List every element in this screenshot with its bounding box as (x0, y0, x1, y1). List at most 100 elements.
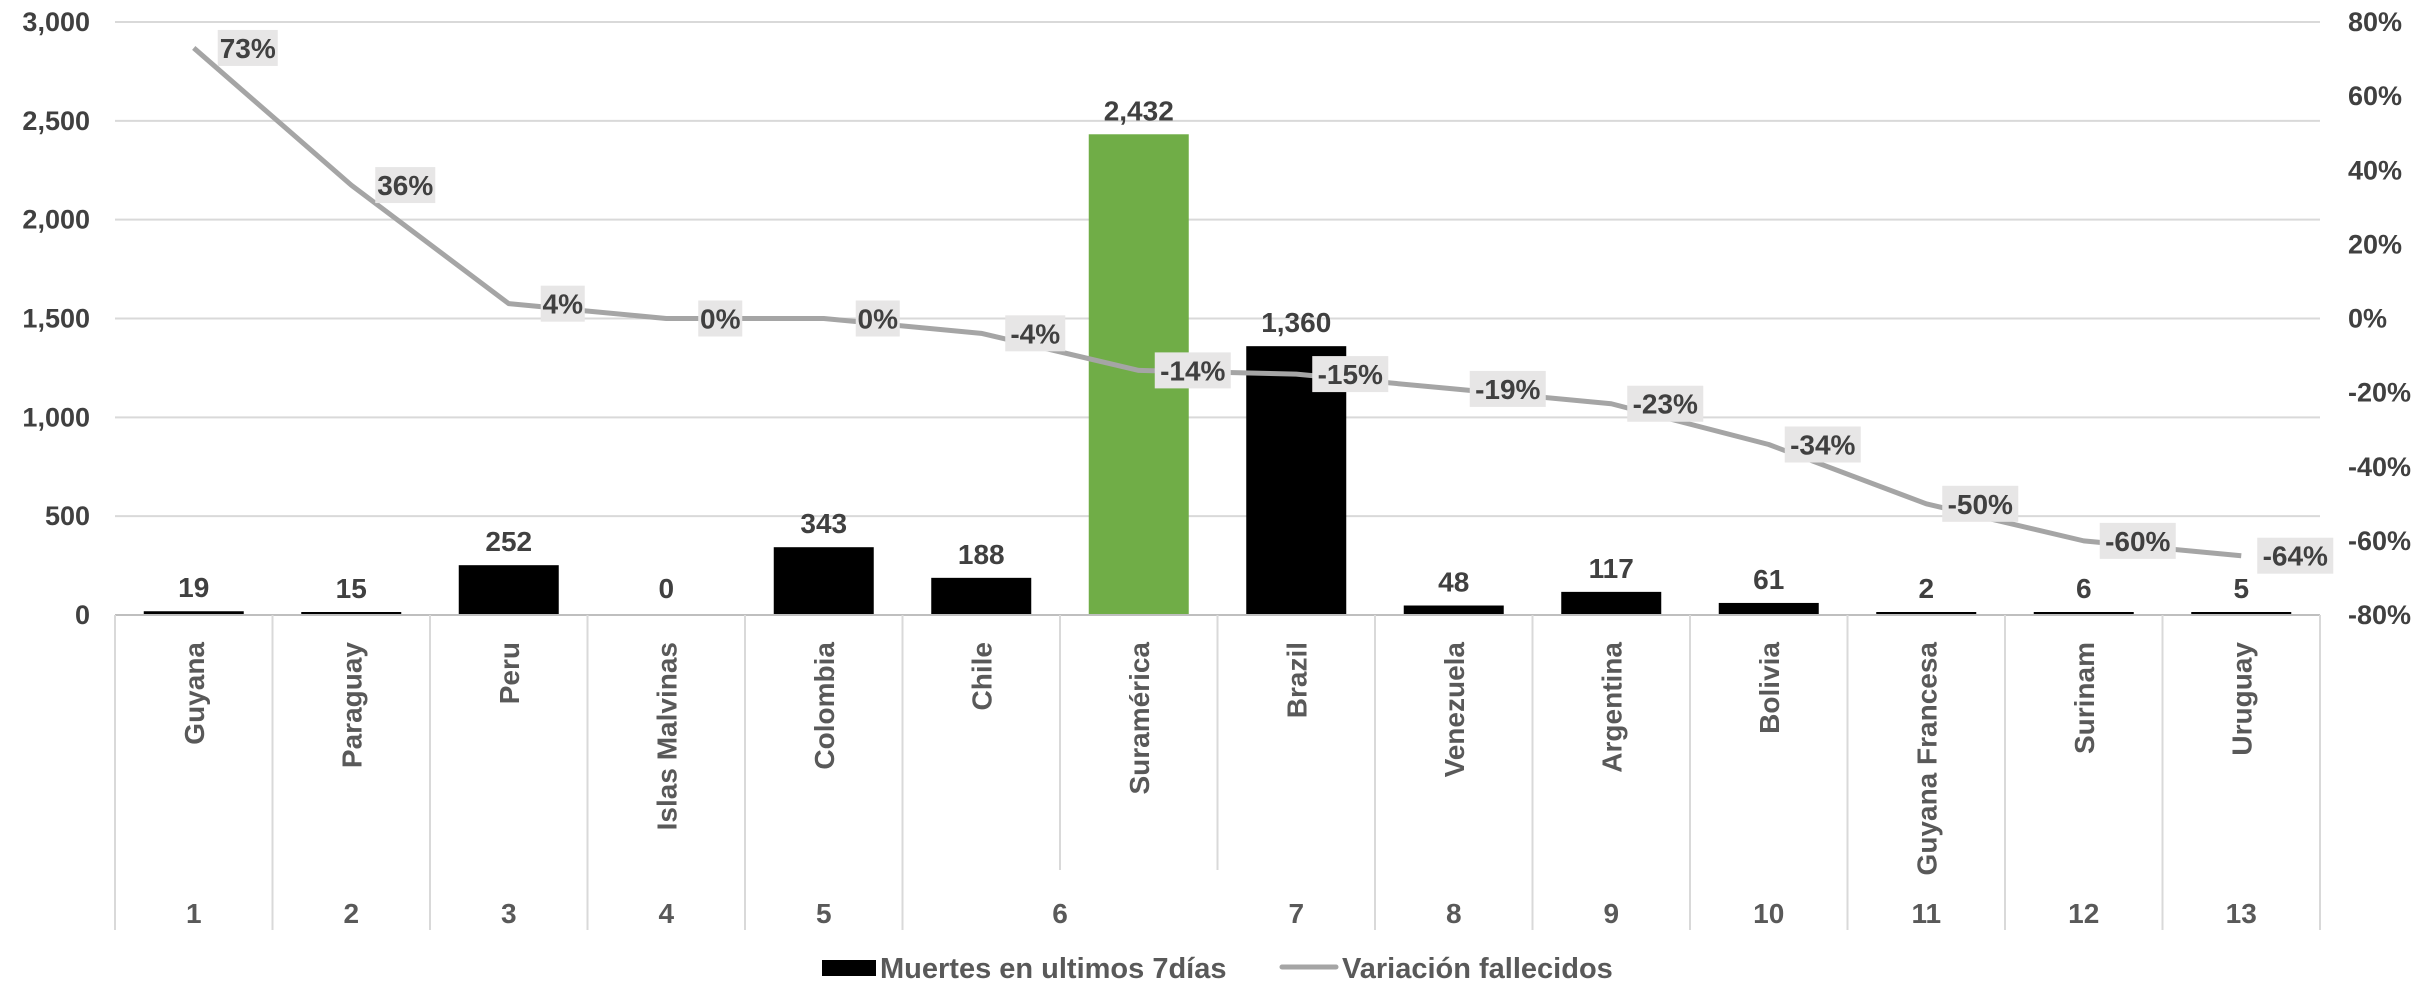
right-tick-label: 20% (2348, 229, 2402, 259)
category-label: Brazil (1281, 642, 1312, 718)
bar (1876, 612, 1977, 615)
right-tick-label: -20% (2348, 378, 2411, 408)
bar-value-label: 0 (658, 573, 674, 604)
bar (931, 577, 1032, 615)
bar-data-labels: 19 15 252 0 343 188 2,432 1,360 48 117 61 2 6 5 (178, 95, 2249, 604)
category-label: Argentina (1596, 642, 1627, 773)
bar-value-label: 48 (1438, 567, 1469, 598)
rank-label: 4 (658, 898, 674, 929)
line-label-box (1312, 356, 1389, 393)
rank-label: 9 (1603, 898, 1619, 929)
line-label-box (217, 29, 278, 66)
line-label-box (375, 167, 436, 204)
line-value-label: -50% (1948, 489, 2013, 520)
line-label-box (1154, 352, 1231, 389)
left-tick-label: 500 (45, 501, 90, 531)
line-value-label: -4% (1010, 318, 1060, 349)
line-value-label: -15% (1318, 359, 1383, 390)
line-value-label: 73% (220, 33, 276, 64)
rank-label: 1 (186, 898, 202, 929)
right-tick-label: 0% (2348, 304, 2387, 334)
bar-value-label: 188 (958, 539, 1005, 570)
right-tick-label: 60% (2348, 81, 2402, 111)
line-label-box (1469, 370, 1546, 407)
right-tick-label: -80% (2348, 600, 2411, 630)
bar-value-label: 1,360 (1261, 307, 1331, 338)
line-label-box (1942, 485, 2019, 522)
bar-value-label: 2 (1918, 573, 1934, 604)
line-label-box (540, 285, 585, 322)
right-tick-label: 80% (2348, 7, 2402, 37)
left-tick-label: 3,000 (22, 7, 90, 37)
line-value-label: -23% (1633, 389, 1698, 420)
line-label-box (855, 300, 900, 337)
right-tick-label: -40% (2348, 452, 2411, 482)
category-label: Paraguay (336, 642, 367, 768)
legend-swatch-bars (822, 960, 876, 976)
bar-value-label: 6 (2076, 573, 2092, 604)
left-tick-label: 1,500 (22, 304, 90, 334)
category-label: Peru (494, 642, 525, 704)
category-label: Suramérica (1124, 642, 1155, 795)
rank-label: 12 (2068, 898, 2099, 929)
left-tick-label: 1,000 (22, 402, 90, 432)
rank-label: 3 (501, 898, 517, 929)
bar-value-label: 19 (178, 572, 209, 603)
line-value-label: 36% (377, 170, 433, 201)
line-value-label: -64% (2263, 541, 2328, 572)
rank-label: 7 (1288, 898, 1304, 929)
category-label: Islas Malvinas (651, 642, 682, 830)
bar-value-label: 343 (800, 508, 847, 539)
line-value-label: -14% (1160, 355, 1225, 386)
left-tick-label: 2,000 (22, 205, 90, 235)
bar-value-label: 5 (2233, 573, 2249, 604)
rank-label: 5 (816, 898, 832, 929)
category-label: Venezuela (1439, 642, 1470, 778)
category-label: Uruguay (2226, 642, 2257, 756)
category-label: Guyana (179, 642, 210, 745)
bar (1403, 605, 1504, 615)
bar-value-label: 15 (336, 573, 367, 604)
category-label: Guyana Francesa (1911, 642, 1942, 876)
rank-label: 2 (343, 898, 359, 929)
rank-label: 6 (1052, 898, 1068, 929)
line-value-label: -34% (1790, 430, 1855, 461)
bar (458, 565, 559, 615)
line-value-label: -19% (1475, 374, 1540, 405)
category-label: Colombia (809, 642, 840, 770)
line-value-label: 0% (858, 304, 899, 335)
bar-value-label: 61 (1753, 564, 1784, 595)
line-value-label: 0% (700, 304, 741, 335)
line-label-box (1005, 315, 1066, 352)
legend-label-bars: Muertes en ultimos 7días (880, 953, 1227, 981)
line-value-label: 4% (543, 289, 584, 320)
bar (301, 612, 402, 615)
bar (143, 611, 244, 615)
line-label-box (698, 300, 743, 337)
legend-label-line: Variación fallecidos (1342, 953, 1613, 981)
category-label: Chile (966, 642, 997, 710)
bar (1718, 602, 1819, 615)
variation-line (192, 46, 2242, 559)
rank-label: 8 (1446, 898, 1462, 929)
line-data-labels: 73% 36% 4% 0% 0% -4% -14% -15% -19% -23% -34% -50% -… (217, 29, 2334, 574)
line-label-box (1627, 385, 1704, 422)
right-tick-label: -60% (2348, 526, 2411, 556)
left-tick-label: 2,500 (22, 106, 90, 136)
right-tick-label: 40% (2348, 155, 2402, 185)
bar (1561, 591, 1662, 615)
legend: Muertes en ultimos 7días Variación falle… (822, 953, 1613, 981)
left-axis-ticks: 0 500 1,000 1,500 2,000 2,500 3,000 (22, 7, 90, 630)
category-axis: Guyana Paraguay Peru Islas Malvinas Colombia… (114, 614, 2321, 930)
bar-value-label: 252 (485, 526, 532, 557)
line-value-label: -60% (2105, 526, 2170, 557)
left-tick-label: 0 (75, 600, 90, 630)
rank-label: 13 (2226, 898, 2257, 929)
line-label-box (2257, 537, 2334, 574)
category-label: Bolivia (1754, 642, 1785, 734)
bar-value-label: 117 (1589, 553, 1634, 584)
category-label: Surinam (2069, 642, 2100, 754)
bar (773, 547, 874, 615)
rank-label: 11 (1911, 898, 1941, 929)
